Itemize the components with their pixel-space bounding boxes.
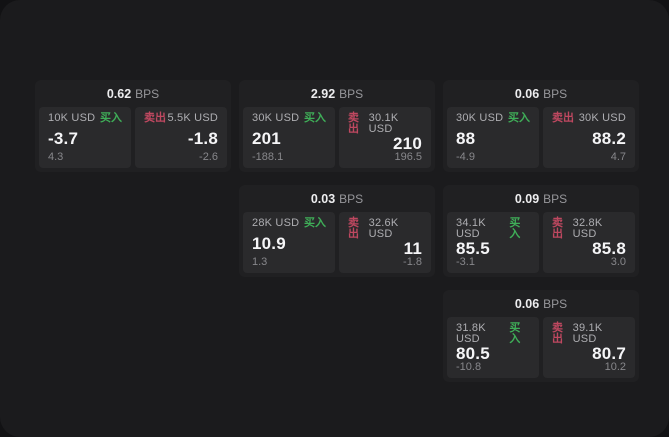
quote-card-3: 0.06 BPS 30K USD 买入 88 -4.9 卖出 30K USD — [443, 80, 639, 172]
buy-delta: 4.3 — [48, 151, 64, 163]
bps-value: 0.03 — [310, 191, 336, 206]
bps-value: 0.62 — [106, 86, 132, 101]
buy-price: 80.5 — [456, 344, 490, 363]
quote-tiles: 10K USD 买入 -3.7 4.3 卖出 5.5K USD -1.8 -2.… — [35, 107, 231, 172]
sell-delta: 196.5 — [394, 151, 422, 163]
quote-tiles: 30K USD 买入 201 -188.1 卖出 30.1K USD 210 1… — [239, 107, 435, 172]
sell-side-label: 卖出 — [552, 322, 563, 345]
sell-delta: 3.0 — [610, 256, 626, 268]
buy-side-label: 买入 — [509, 217, 521, 240]
sell-price: -1.8 — [187, 128, 218, 148]
bps-value: 2.92 — [310, 86, 336, 101]
buy-tile[interactable]: 31.8K USD 买入 80.5 -10.8 — [447, 317, 539, 378]
quote-tiles: 31.8K USD 买入 80.5 -10.8 卖出 39.1K USD 80.… — [443, 317, 639, 382]
sell-tile[interactable]: 卖出 30K USD 88.2 4.7 — [543, 107, 635, 168]
buy-delta: -4.9 — [456, 151, 475, 163]
bps-unit-label: BPS — [339, 191, 364, 206]
buy-tile[interactable]: 34.1K USD 买入 85.5 -3.1 — [447, 212, 539, 273]
buy-notional: 34.1K USD — [456, 217, 486, 240]
quote-card-2: 2.92 BPS 30K USD 买入 201 -188.1 卖出 30.1K … — [239, 80, 435, 172]
sell-tile[interactable]: 卖出 39.1K USD 80.7 10.2 — [543, 317, 635, 378]
buy-side-label: 买入 — [508, 112, 530, 124]
bps-unit-label: BPS — [543, 86, 568, 101]
bps-header: 0.62 BPS — [35, 80, 231, 107]
sell-price: 88.2 — [592, 128, 626, 148]
sell-side-label: 卖出 — [552, 217, 563, 240]
buy-price: 88 — [456, 128, 476, 148]
sell-side-label: 卖出 — [144, 112, 166, 124]
sell-delta: 4.7 — [610, 151, 626, 163]
quote-card-1: 0.62 BPS 10K USD 买入 -3.7 4.3 卖出 5.5K USD — [35, 80, 231, 172]
quote-tiles: 28K USD 买入 10.9 1.3 卖出 32.6K USD 11 -1.8 — [239, 212, 435, 277]
bps-value: 0.06 — [514, 296, 540, 311]
buy-tile[interactable]: 30K USD 买入 88 -4.9 — [447, 107, 539, 168]
sell-price: 210 — [393, 134, 422, 153]
buy-delta: 1.3 — [252, 256, 268, 268]
sell-side-label: 卖出 — [348, 217, 359, 240]
sell-notional: 5.5K USD — [167, 112, 218, 124]
bps-header: 2.92 BPS — [239, 80, 435, 107]
buy-notional: 31.8K USD — [456, 322, 486, 345]
buy-side-label: 买入 — [100, 112, 122, 124]
sell-price: 85.8 — [592, 239, 626, 258]
buy-price: 85.5 — [456, 239, 490, 258]
sell-delta: 10.2 — [604, 361, 626, 373]
bps-unit-label: BPS — [339, 86, 364, 101]
sell-delta: -1.8 — [403, 256, 422, 268]
sell-notional: 32.8K USD — [572, 217, 603, 240]
buy-notional: 10K USD — [48, 112, 96, 124]
quote-tiles: 30K USD 买入 88 -4.9 卖出 30K USD 88.2 4.7 — [443, 107, 639, 172]
sell-tile[interactable]: 卖出 32.8K USD 85.8 3.0 — [543, 212, 635, 273]
bps-header: 0.09 BPS — [443, 185, 639, 212]
buy-price: 10.9 — [252, 233, 286, 253]
buy-price: 201 — [252, 128, 281, 148]
sell-notional: 30K USD — [578, 112, 626, 124]
buy-delta: -188.1 — [252, 151, 284, 163]
sell-notional: 30.1K USD — [368, 112, 399, 135]
buy-tile[interactable]: 28K USD 买入 10.9 1.3 — [243, 212, 335, 273]
buy-side-label: 买入 — [509, 322, 521, 345]
bps-header: 0.06 BPS — [443, 80, 639, 107]
bps-unit-label: BPS — [543, 191, 568, 206]
bps-unit-label: BPS — [543, 296, 568, 311]
buy-notional: 28K USD — [252, 217, 300, 229]
buy-side-label: 买入 — [304, 217, 326, 229]
buy-price: -3.7 — [48, 128, 79, 148]
bps-header: 0.06 BPS — [443, 290, 639, 317]
buy-delta: -3.1 — [456, 256, 475, 268]
sell-delta: -2.6 — [199, 151, 218, 163]
buy-side-label: 买入 — [304, 112, 326, 124]
sell-tile[interactable]: 卖出 30.1K USD 210 196.5 — [339, 107, 431, 168]
bps-value: 0.06 — [514, 86, 540, 101]
quote-tiles: 34.1K USD 买入 85.5 -3.1 卖出 32.8K USD 85.8… — [443, 212, 639, 277]
bps-value: 0.09 — [514, 191, 540, 206]
buy-tile[interactable]: 10K USD 买入 -3.7 4.3 — [39, 107, 131, 168]
quote-card-6: 0.06 BPS 31.8K USD 买入 80.5 -10.8 卖出 39.1… — [443, 290, 639, 382]
bps-unit-label: BPS — [135, 86, 160, 101]
buy-delta: -10.8 — [456, 361, 482, 373]
bps-header: 0.03 BPS — [239, 185, 435, 212]
sell-side-label: 卖出 — [552, 112, 574, 124]
buy-notional: 30K USD — [456, 112, 504, 124]
sell-price: 80.7 — [592, 344, 626, 363]
quote-card-4: 0.03 BPS 28K USD 买入 10.9 1.3 卖出 32.6K US… — [239, 185, 435, 277]
buy-tile[interactable]: 30K USD 买入 201 -188.1 — [243, 107, 335, 168]
buy-notional: 30K USD — [252, 112, 300, 124]
sell-tile[interactable]: 卖出 5.5K USD -1.8 -2.6 — [135, 107, 227, 168]
sell-side-label: 卖出 — [348, 112, 359, 135]
sell-notional: 39.1K USD — [572, 322, 603, 345]
sell-notional: 32.6K USD — [368, 217, 399, 240]
sell-tile[interactable]: 卖出 32.6K USD 11 -1.8 — [339, 212, 431, 273]
quote-card-5: 0.09 BPS 34.1K USD 买入 85.5 -3.1 卖出 32.8K… — [443, 185, 639, 277]
sell-price: 11 — [403, 239, 422, 258]
quotes-grid: 0.62 BPS 10K USD 买入 -3.7 4.3 卖出 5.5K USD — [35, 80, 639, 382]
